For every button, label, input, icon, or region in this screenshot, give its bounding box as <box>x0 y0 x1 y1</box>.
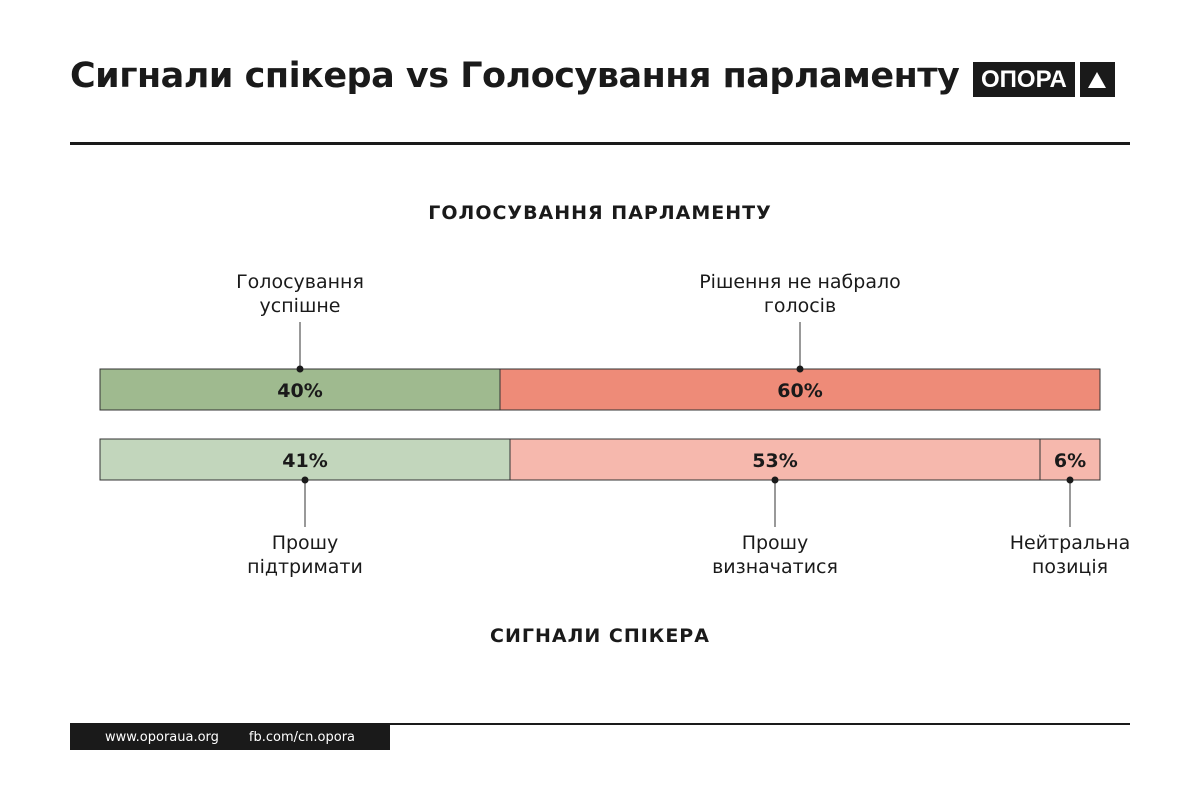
annotation-dot <box>796 365 804 373</box>
bar-value-label: 41% <box>282 450 327 472</box>
footer-divider <box>70 723 1130 725</box>
bar-segment <box>1039 438 1101 481</box>
triangle-icon <box>1079 62 1115 97</box>
opora-logo: ОПОРА <box>973 62 1115 97</box>
footer-site-link[interactable]: www.oporaua.org <box>104 729 219 745</box>
page-title: Сигнали спікера vs Голосування парламент… <box>70 56 960 96</box>
footer-fb-link[interactable]: fb.com/cn.opora <box>248 729 356 745</box>
label-please-decide: Прошу визначатися <box>712 532 838 578</box>
label-vote-success: Голосування успішне <box>236 271 364 317</box>
label-vote-failed: Рішення не набрало голосів <box>699 271 901 317</box>
label-neutral: Нейтральна позиція <box>1009 532 1131 578</box>
bar-value-label: 40% <box>277 380 322 402</box>
bar-value-label: 6% <box>1054 450 1086 472</box>
header-divider <box>70 142 1130 145</box>
annotation-dot <box>771 476 779 484</box>
top-series-title: ГОЛОСУВАННЯ ПАРЛАМЕНТУ <box>428 202 772 224</box>
bottom-series-title: СИГНАЛИ СПІКЕРА <box>490 625 710 647</box>
bar-value-label: 53% <box>752 450 797 472</box>
footer: www.oporaua.org fb.com/cn.opora <box>70 724 390 750</box>
bar-segment <box>509 438 1041 481</box>
annotation-dot <box>296 365 304 373</box>
logo-text: ОПОРА <box>973 62 1075 97</box>
annotation-dot <box>301 476 309 484</box>
bar-value-label: 60% <box>777 380 822 402</box>
annotation-dot <box>1066 476 1074 484</box>
bar-segment <box>99 438 511 481</box>
label-please-support: Прошу підтримати <box>247 532 363 578</box>
bar-segment <box>99 368 501 411</box>
bar-segment <box>499 368 1101 411</box>
